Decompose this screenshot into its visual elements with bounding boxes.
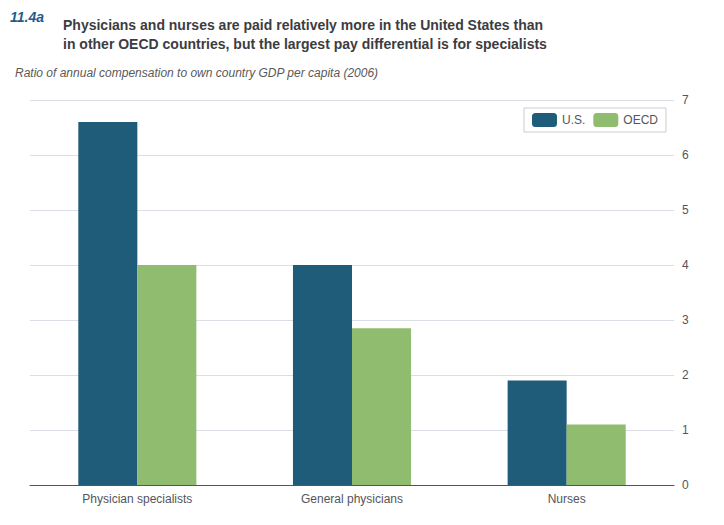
svg-text:11.4a: 11.4a bbox=[10, 9, 44, 25]
svg-text:U.S.: U.S. bbox=[562, 113, 585, 127]
svg-text:7: 7 bbox=[682, 93, 689, 107]
svg-text:OECD: OECD bbox=[623, 113, 658, 127]
svg-text:Physician specialists: Physician specialists bbox=[82, 492, 192, 506]
svg-text:6: 6 bbox=[682, 148, 689, 162]
svg-text:Ratio of annual compensation t: Ratio of annual compensation to own coun… bbox=[15, 66, 378, 80]
svg-text:0: 0 bbox=[682, 478, 689, 492]
svg-text:3: 3 bbox=[682, 313, 689, 327]
svg-text:1: 1 bbox=[682, 423, 689, 437]
svg-text:General physicians: General physicians bbox=[301, 492, 403, 506]
svg-text:5: 5 bbox=[682, 203, 689, 217]
svg-text:Physicians and nurses are paid: Physicians and nurses are paid relativel… bbox=[63, 17, 543, 33]
svg-text:4: 4 bbox=[682, 258, 689, 272]
svg-text:2: 2 bbox=[682, 368, 689, 382]
svg-text:in other OECD countries, but t: in other OECD countries, but the largest… bbox=[63, 36, 547, 52]
svg-text:Nurses: Nurses bbox=[548, 492, 586, 506]
